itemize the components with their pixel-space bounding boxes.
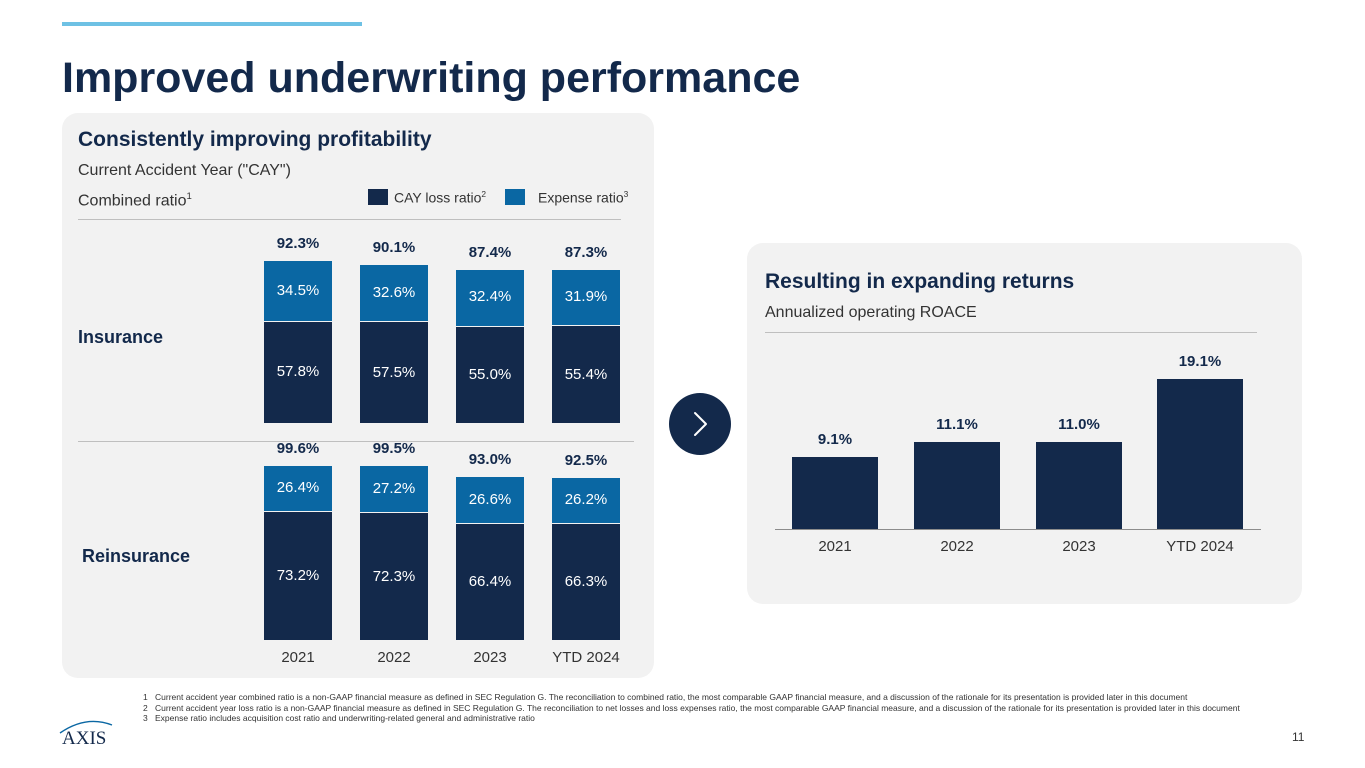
legend-swatch-expense xyxy=(505,189,525,205)
bar-expense: 31.9% xyxy=(552,270,620,326)
bar-roace xyxy=(1157,378,1243,529)
bar-label-expense: 32.6% xyxy=(372,283,416,301)
bar-cay-loss: 72.3% xyxy=(360,513,428,640)
bar-expense: 34.5% xyxy=(264,261,332,321)
bar-cay-loss: 73.2% xyxy=(264,511,332,640)
bar-total-label: 99.6% xyxy=(276,439,320,457)
bar-value-label: 19.1% xyxy=(1178,352,1222,370)
legend-expense-label: Expense ratio3 xyxy=(538,189,629,206)
bar-total-label: 87.3% xyxy=(564,244,608,262)
x-tick-label: 2022 xyxy=(940,538,974,555)
bar-expense: 26.6% xyxy=(456,477,524,523)
bar-label-cay-loss: 66.3% xyxy=(564,572,608,590)
bar-cay-loss: 55.0% xyxy=(456,326,524,423)
title-accent-line xyxy=(62,22,362,26)
bar-value-label: 11.1% xyxy=(936,415,978,433)
bar-label-expense: 31.9% xyxy=(564,288,608,306)
chevron-right-icon xyxy=(694,412,707,436)
bar-value-label: 9.1% xyxy=(817,431,853,449)
bar-cay-loss: 57.8% xyxy=(264,321,332,423)
left-header-rule xyxy=(78,219,621,220)
bar-label-cay-loss: 66.4% xyxy=(468,572,512,590)
bar-label-expense: 32.4% xyxy=(468,288,512,306)
bar-total-label: 92.5% xyxy=(564,452,608,470)
bar-label-cay-loss: 57.5% xyxy=(372,363,416,381)
right-header-rule xyxy=(765,332,1257,333)
bar-expense: 26.4% xyxy=(264,465,332,511)
bar-label-expense: 26.4% xyxy=(276,478,320,496)
x-tick-label: 2022 xyxy=(377,649,411,666)
bar-total-label: 87.4% xyxy=(468,244,512,262)
bar-expense: 26.2% xyxy=(552,478,620,523)
profitability-panel: Consistently improving profitability Cur… xyxy=(62,113,654,678)
x-tick-label: 2021 xyxy=(818,538,852,555)
x-tick-label: 2023 xyxy=(1062,538,1096,555)
svg-text:AXIS: AXIS xyxy=(62,728,106,749)
bar-cay-loss: 66.4% xyxy=(456,523,524,640)
next-arrow-button[interactable] xyxy=(669,393,731,455)
roace-subheading: Annualized operating ROACE xyxy=(765,304,977,321)
axis-logo: AXIS xyxy=(58,713,114,754)
profitability-heading: Consistently improving profitability xyxy=(78,128,432,151)
returns-heading: Resulting in expanding returns xyxy=(765,270,1075,293)
bar-label-cay-loss: 72.3% xyxy=(372,567,416,585)
bar-label-expense: 34.5% xyxy=(276,281,320,299)
legend-cay-loss-label: CAY loss ratio2 xyxy=(394,189,487,206)
bar-label-cay-loss: 55.4% xyxy=(564,365,608,383)
bar-label-expense: 26.6% xyxy=(468,490,512,508)
bar-expense: 32.6% xyxy=(360,265,428,322)
x-tick-label: 2023 xyxy=(473,649,507,666)
bar-roace xyxy=(914,441,1000,529)
axis-logo-mark: AXIS xyxy=(59,720,113,749)
x-axis-line xyxy=(775,529,1261,530)
footnote-3: 3 Expense ratio includes acquisition cost… xyxy=(143,713,535,723)
cay-subheading: Current Accident Year ("CAY") xyxy=(78,162,291,179)
x-tick-label: YTD 2024 xyxy=(1166,538,1234,555)
bar-expense: 27.2% xyxy=(360,465,428,513)
bar-label-cay-loss: 57.8% xyxy=(276,363,320,381)
bar-roace xyxy=(1036,442,1122,529)
legend-swatch-cay-loss xyxy=(368,189,388,205)
combined-ratio-label: Combined ratio1 xyxy=(78,191,192,210)
bar-label-cay-loss: 55.0% xyxy=(468,365,512,383)
footnote-2: 2 Current accident year loss ratio is a n… xyxy=(143,702,1240,713)
bar-label-cay-loss: 73.2% xyxy=(276,566,320,584)
x-tick-label: 2021 xyxy=(281,649,315,666)
bar-total-label: 99.5% xyxy=(372,439,416,457)
bar-roace xyxy=(792,457,878,529)
bar-cay-loss: 55.4% xyxy=(552,326,620,423)
bar-label-expense: 26.2% xyxy=(564,491,608,509)
footnotes: 1 Current accident year combined ratio is… xyxy=(143,692,1293,724)
bar-total-label: 90.1% xyxy=(372,239,416,257)
footnote-1: 1 Current accident year combined ratio is… xyxy=(143,692,1188,702)
bar-value-label: 11.0% xyxy=(1058,416,1100,434)
page-title: Improved underwriting performance xyxy=(62,54,801,102)
page-number: 11 xyxy=(1292,730,1305,744)
bar-label-expense: 27.2% xyxy=(372,479,416,497)
returns-panel: Resulting in expanding returns Annualize… xyxy=(747,243,1302,604)
bar-total-label: 92.3% xyxy=(276,235,320,253)
bar-expense: 32.4% xyxy=(456,270,524,326)
x-tick-label: YTD 2024 xyxy=(552,649,620,666)
bar-cay-loss: 57.5% xyxy=(360,322,428,423)
bar-total-label: 93.0% xyxy=(468,451,512,469)
reinsurance-row-label: Reinsurance xyxy=(82,546,191,566)
insurance-row-label: Insurance xyxy=(78,327,164,347)
bar-cay-loss: 66.3% xyxy=(552,523,620,640)
segment-divider xyxy=(78,441,634,442)
